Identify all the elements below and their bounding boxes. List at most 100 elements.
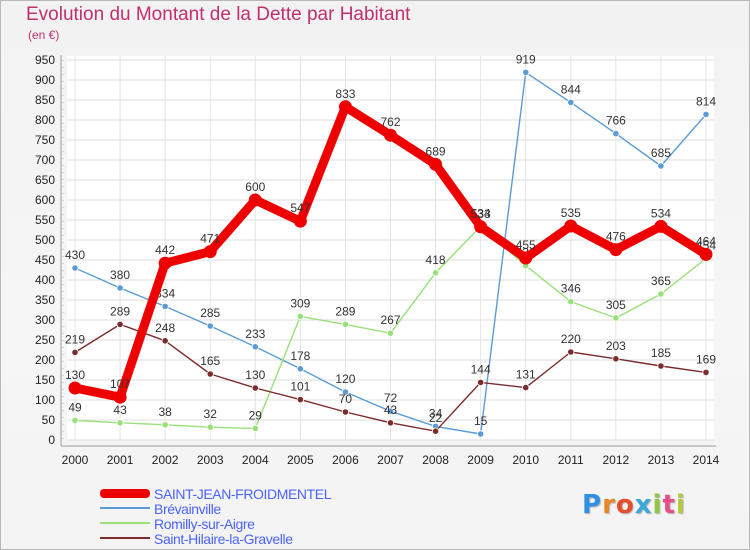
data-label-saint-hilaire-la-gravelle: 220 <box>561 332 581 346</box>
data-point-saint-jean-froidmentel <box>68 381 82 395</box>
data-label-saint-jean-froidmentel: 534 <box>651 206 671 220</box>
y-tick-label: 550 <box>35 213 55 227</box>
data-point-saint-jean-froidmentel <box>158 256 172 270</box>
data-point-saint-hilaire-la-gravelle <box>612 355 620 363</box>
data-point-romilly-sur-aigre <box>612 314 620 322</box>
data-label-saint-jean-froidmentel: 535 <box>561 206 581 220</box>
y-tick-label: 50 <box>42 413 56 427</box>
data-label-saint-jean-froidmentel: 107 <box>110 377 130 391</box>
x-tick-label: 2012 <box>603 453 630 467</box>
data-point-saint-hilaire-la-gravelle <box>477 378 485 386</box>
data-label-saint-jean-froidmentel: 689 <box>426 144 446 158</box>
data-point-brevainville <box>702 110 710 119</box>
data-point-brevainville <box>612 130 620 138</box>
data-label-saint-jean-froidmentel: 533 <box>471 207 491 221</box>
data-point-saint-hilaire-la-gravelle <box>71 348 79 356</box>
data-point-saint-hilaire-la-gravelle <box>341 408 350 416</box>
data-point-saint-hilaire-la-gravelle <box>567 348 575 356</box>
data-point-saint-hilaire-la-gravelle <box>206 370 214 378</box>
chart-unit: (en €) <box>28 28 60 42</box>
data-point-brevainville <box>206 322 214 330</box>
data-point-brevainville <box>386 407 395 415</box>
data-label-brevainville: 380 <box>110 268 130 282</box>
data-label-brevainville: 233 <box>245 327 265 341</box>
data-point-saint-jean-froidmentel <box>519 251 533 265</box>
data-label-romilly-sur-aigre: 365 <box>651 274 671 288</box>
y-tick-label: 850 <box>35 93 55 107</box>
data-point-saint-jean-froidmentel <box>293 214 307 228</box>
x-tick-label: 2007 <box>377 453 404 467</box>
data-label-romilly-sur-aigre: 267 <box>380 313 400 327</box>
data-point-brevainville <box>251 343 259 351</box>
data-label-saint-jean-froidmentel: 476 <box>606 230 626 244</box>
x-tick-label: 2013 <box>648 453 675 467</box>
data-point-brevainville <box>71 264 79 272</box>
data-label-romilly-sur-aigre: 289 <box>335 304 355 318</box>
data-point-saint-jean-froidmentel <box>429 157 443 171</box>
y-tick-label: 500 <box>35 233 55 247</box>
legend-label: Romilly-sur-Aigre <box>154 516 255 532</box>
data-point-brevainville <box>161 302 169 310</box>
legend-label: SAINT-JEAN-FROIDMENTEL <box>154 486 332 502</box>
data-label-saint-hilaire-la-gravelle: 22 <box>429 411 443 425</box>
y-tick-label: 250 <box>35 333 55 347</box>
legend-swatch <box>100 488 150 498</box>
x-tick-label: 2010 <box>512 453 539 467</box>
data-label-saint-hilaire-la-gravelle: 131 <box>516 368 536 382</box>
data-point-romilly-sur-aigre <box>431 269 440 277</box>
y-tick-label: 150 <box>35 373 55 387</box>
legend-label: Saint-Hilaire-la-Gravelle <box>154 531 293 547</box>
data-point-saint-hilaire-la-gravelle <box>431 427 440 435</box>
x-tick-label: 2006 <box>332 453 359 467</box>
data-point-brevainville <box>567 98 575 107</box>
data-point-romilly-sur-aigre <box>161 421 169 429</box>
x-tick-label: 2003 <box>197 453 224 467</box>
data-point-saint-jean-froidmentel <box>338 100 352 114</box>
data-label-romilly-sur-aigre: 38 <box>158 405 172 419</box>
data-point-brevainville <box>341 388 350 396</box>
data-label-saint-jean-froidmentel: 762 <box>380 115 400 129</box>
x-tick-label: 2014 <box>693 453 720 467</box>
data-point-saint-hilaire-la-gravelle <box>161 337 169 345</box>
data-point-brevainville <box>116 284 124 292</box>
data-label-brevainville: 919 <box>516 52 536 66</box>
legend-label: Brévainville <box>154 501 221 517</box>
data-point-saint-jean-froidmentel <box>699 247 713 261</box>
data-label-saint-hilaire-la-gravelle: 101 <box>290 380 310 394</box>
data-label-romilly-sur-aigre: 346 <box>561 282 581 296</box>
data-point-saint-jean-froidmentel <box>654 219 668 233</box>
data-label-saint-hilaire-la-gravelle: 289 <box>110 304 130 318</box>
data-point-romilly-sur-aigre <box>341 320 350 328</box>
line-chart: 0 50 100 150 200 250 300 350 400 450 500 550 600 650 7… <box>35 52 720 467</box>
data-point-romilly-sur-aigre <box>71 416 79 424</box>
y-tick-label: 0 <box>48 433 55 447</box>
proxiti-logo: Proxiti <box>582 490 686 520</box>
data-point-saint-jean-froidmentel <box>248 193 262 207</box>
data-point-saint-jean-froidmentel <box>474 220 488 234</box>
data-label-brevainville: 685 <box>651 146 671 160</box>
data-point-saint-jean-froidmentel <box>113 390 127 404</box>
data-label-saint-hilaire-la-gravelle: 43 <box>384 403 398 417</box>
x-tick-label: 2009 <box>467 453 494 467</box>
data-label-brevainville: 766 <box>606 114 626 128</box>
y-tick-label: 200 <box>35 353 55 367</box>
data-point-saint-hilaire-la-gravelle <box>386 419 395 427</box>
x-tick-label: 2005 <box>287 453 314 467</box>
data-label-romilly-sur-aigre: 43 <box>113 403 127 417</box>
data-point-brevainville <box>296 365 304 373</box>
y-tick-label: 100 <box>35 393 55 407</box>
x-tick-label: 2008 <box>422 453 449 467</box>
data-point-romilly-sur-aigre <box>386 329 395 337</box>
data-label-saint-hilaire-la-gravelle: 219 <box>65 332 85 346</box>
data-label-saint-hilaire-la-gravelle: 169 <box>696 352 716 366</box>
y-tick-label: 300 <box>35 313 55 327</box>
data-point-saint-hilaire-la-gravelle <box>116 320 124 328</box>
data-point-saint-jean-froidmentel <box>609 243 623 257</box>
x-tick-label: 2004 <box>242 453 269 467</box>
data-label-brevainville: 814 <box>696 94 716 108</box>
legend-swatch <box>100 522 150 524</box>
data-label-saint-jean-froidmentel: 455 <box>516 238 536 252</box>
data-point-romilly-sur-aigre <box>567 297 575 306</box>
data-point-saint-hilaire-la-gravelle <box>522 383 530 392</box>
data-point-brevainville <box>657 162 665 170</box>
